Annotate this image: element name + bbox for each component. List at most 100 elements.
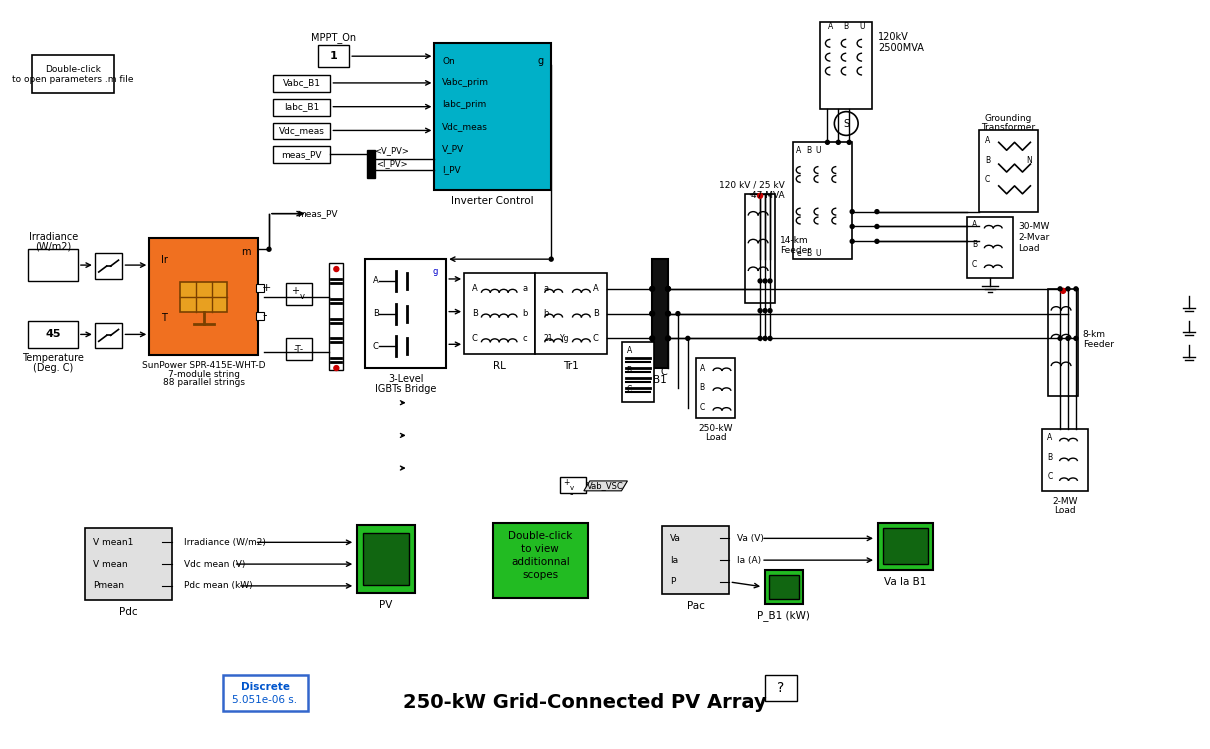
- Text: Feeder: Feeder: [780, 246, 811, 255]
- Text: PV: PV: [379, 600, 392, 610]
- Circle shape: [267, 247, 271, 251]
- Text: Temperature: Temperature: [22, 354, 85, 363]
- Circle shape: [759, 279, 762, 283]
- Text: -: -: [263, 309, 266, 322]
- Bar: [286, 283, 312, 305]
- Text: Load: Load: [1019, 243, 1041, 252]
- Text: scopes: scopes: [523, 570, 558, 580]
- Text: to view: to view: [522, 545, 559, 554]
- Text: B: B: [472, 309, 478, 318]
- Text: Inverter Control: Inverter Control: [451, 195, 534, 206]
- Text: +: +: [563, 479, 570, 488]
- Text: (W/m2): (W/m2): [35, 241, 71, 251]
- Text: 5.051e-06 s.: 5.051e-06 s.: [232, 695, 298, 705]
- Bar: [434, 43, 552, 189]
- Text: Ia (A): Ia (A): [737, 556, 761, 565]
- Text: e: e: [796, 249, 801, 258]
- Text: ?: ?: [777, 681, 784, 695]
- Circle shape: [764, 279, 767, 283]
- Bar: [878, 523, 933, 570]
- Bar: [149, 238, 258, 355]
- Text: B: B: [627, 366, 632, 374]
- Circle shape: [666, 286, 670, 291]
- Text: (Deg. C): (Deg. C): [33, 363, 74, 373]
- Text: 120 kV / 25 kV: 120 kV / 25 kV: [719, 181, 785, 189]
- Circle shape: [1074, 287, 1078, 291]
- Bar: [662, 527, 730, 594]
- Text: Irradiance (W/m2): Irradiance (W/m2): [184, 538, 266, 547]
- Text: <I_PV>: <I_PV>: [376, 160, 408, 169]
- Text: Irradiance: Irradiance: [29, 232, 77, 243]
- Circle shape: [759, 309, 762, 312]
- Text: V mean1: V mean1: [93, 538, 133, 547]
- Text: +: +: [263, 283, 271, 293]
- Text: Ir: Ir: [161, 255, 168, 265]
- Text: Load: Load: [1054, 506, 1076, 515]
- Text: T: T: [161, 312, 167, 323]
- Text: B: B: [373, 309, 379, 318]
- Circle shape: [334, 267, 339, 272]
- Text: 8-km: 8-km: [1083, 330, 1106, 339]
- Text: v: v: [570, 485, 574, 491]
- Text: C: C: [972, 260, 978, 269]
- Circle shape: [650, 336, 655, 341]
- Circle shape: [759, 336, 762, 340]
- Bar: [317, 45, 350, 67]
- Text: Iabc_prim: Iabc_prim: [443, 100, 486, 109]
- Text: Pmean: Pmean: [93, 581, 123, 590]
- Text: Transformer: Transformer: [981, 123, 1036, 132]
- Text: 7-module string: 7-module string: [168, 369, 240, 378]
- Bar: [765, 675, 796, 701]
- Text: v: v: [300, 292, 305, 301]
- Text: C: C: [699, 403, 705, 412]
- Text: 3-Level: 3-Level: [388, 374, 424, 384]
- Bar: [94, 323, 122, 348]
- Circle shape: [1066, 336, 1070, 340]
- Text: P_B1 (kW): P_B1 (kW): [757, 610, 811, 621]
- Circle shape: [875, 210, 878, 213]
- Text: C: C: [985, 175, 990, 184]
- Circle shape: [1074, 336, 1078, 340]
- Text: meas_PV: meas_PV: [298, 209, 338, 218]
- Bar: [696, 358, 736, 418]
- Circle shape: [666, 287, 670, 291]
- Bar: [273, 123, 330, 139]
- Text: g: g: [537, 56, 543, 66]
- Text: Feeder: Feeder: [1083, 340, 1114, 349]
- Circle shape: [851, 240, 854, 243]
- Text: <V_PV>: <V_PV>: [374, 146, 409, 155]
- Text: Va Ia B1: Va Ia B1: [885, 577, 927, 587]
- Text: to open parameters .m file: to open parameters .m file: [12, 76, 134, 85]
- Text: MPPT_On: MPPT_On: [311, 32, 356, 43]
- Text: C: C: [373, 342, 379, 351]
- Text: B: B: [843, 22, 848, 31]
- Circle shape: [1058, 287, 1062, 291]
- Text: c: c: [523, 334, 528, 343]
- Text: U: U: [816, 146, 822, 155]
- Circle shape: [666, 336, 670, 340]
- Circle shape: [1058, 336, 1062, 340]
- Text: B: B: [972, 240, 978, 249]
- Bar: [180, 282, 227, 312]
- Text: a: a: [543, 285, 548, 294]
- Bar: [820, 22, 872, 109]
- Text: Vabc_B1: Vabc_B1: [283, 79, 321, 88]
- Text: RL: RL: [494, 361, 506, 371]
- Text: Iabc_B1: Iabc_B1: [284, 102, 319, 111]
- Text: B: B: [699, 383, 705, 392]
- Text: 47 MVA: 47 MVA: [751, 191, 785, 200]
- Text: A: A: [972, 220, 978, 229]
- Text: 120kV: 120kV: [878, 32, 909, 43]
- Circle shape: [836, 140, 840, 145]
- Text: 2-MW: 2-MW: [1053, 497, 1078, 506]
- Circle shape: [1066, 287, 1070, 291]
- Text: 2-Mvar: 2-Mvar: [1019, 233, 1050, 242]
- Text: 45: 45: [46, 330, 60, 339]
- Bar: [94, 253, 122, 279]
- Text: Grounding: Grounding: [985, 114, 1032, 123]
- Text: 250-kW Grid-Connected PV Array: 250-kW Grid-Connected PV Array: [403, 694, 767, 712]
- Bar: [224, 675, 307, 711]
- Bar: [257, 312, 264, 320]
- Text: 2500MVA: 2500MVA: [878, 43, 923, 53]
- Text: C: C: [1047, 473, 1053, 482]
